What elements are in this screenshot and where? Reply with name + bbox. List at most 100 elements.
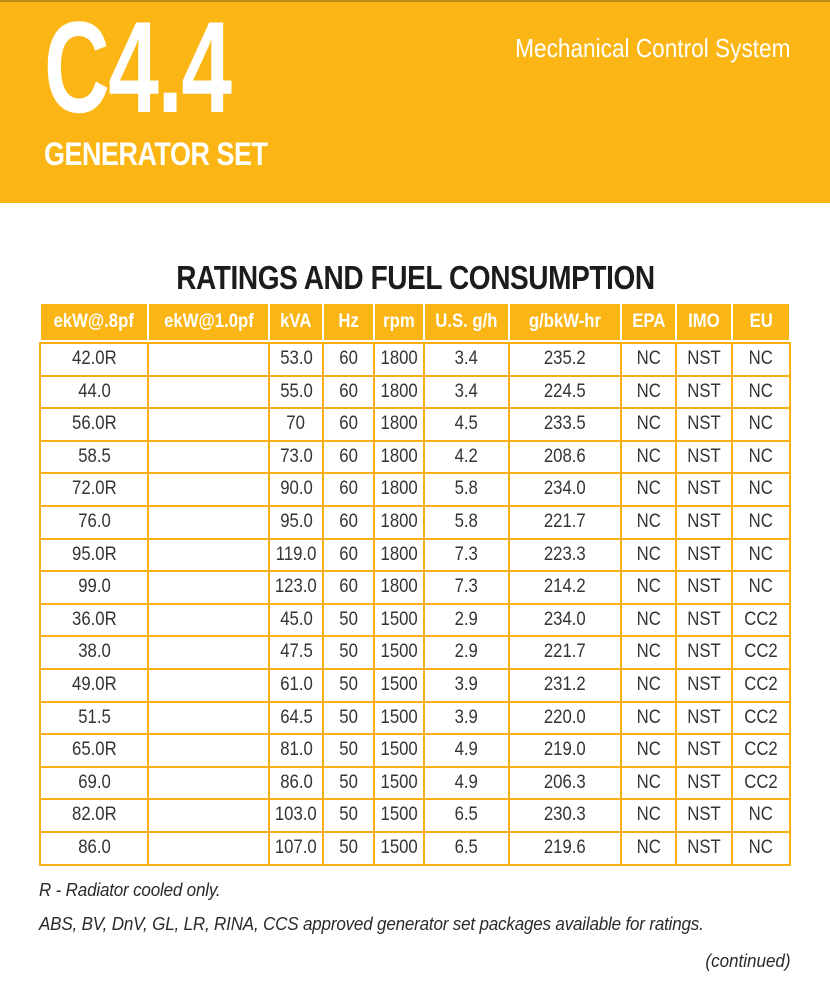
cell-r15-ekw-1-0pf (149, 800, 268, 831)
cell-r8-eu: NC (733, 572, 789, 603)
cell-r6-epa: NC (622, 506, 675, 538)
cell-r3-u-s-g-h: 4.5 (425, 409, 508, 440)
cell-r10-epa: NC (622, 637, 675, 668)
cell-r13-hz: 50 (324, 735, 373, 766)
cell-r3-ekw-8pf: 56.0R (41, 409, 147, 440)
cell-r9-g-bkw-hr: 234.0 (510, 604, 620, 636)
cell-r2-rpm: 1800 (375, 376, 423, 408)
cell-r4-ekw-8pf: 58.5 (41, 441, 147, 473)
col-header-ekw-1-0pf: ekW@1.0pf (149, 304, 268, 340)
cell-r14-kva: 86.0 (270, 767, 322, 799)
cell-r12-imo: NST (677, 702, 731, 734)
cell-r8-rpm: 1800 (375, 572, 423, 603)
cell-r14-rpm: 1500 (375, 767, 423, 799)
cell-r6-rpm: 1800 (375, 506, 423, 538)
cell-r14-g-bkw-hr: 206.3 (510, 767, 620, 799)
cell-r4-hz: 60 (324, 441, 373, 473)
cell-r6-kva: 95.0 (270, 506, 322, 538)
cell-r9-u-s-g-h: 2.9 (425, 604, 508, 636)
cell-r8-ekw-1-0pf (149, 572, 268, 603)
cell-r8-g-bkw-hr: 214.2 (510, 572, 620, 603)
cell-r10-eu: CC2 (733, 637, 789, 668)
col-header-hz: Hz (324, 304, 373, 340)
cell-r6-hz: 60 (324, 506, 373, 538)
cell-r4-g-bkw-hr: 208.6 (510, 441, 620, 473)
cell-r7-ekw-1-0pf (149, 539, 268, 571)
cell-r4-u-s-g-h: 4.2 (425, 441, 508, 473)
cell-r5-kva: 90.0 (270, 474, 322, 505)
cell-r14-u-s-g-h: 4.9 (425, 767, 508, 799)
footnote-approvals-text: ABS, BV, DnV, GL, LR, RINA, CCS approved… (39, 912, 704, 934)
cell-r15-kva: 103.0 (270, 800, 322, 831)
cell-r15-ekw-8pf: 82.0R (41, 800, 147, 831)
col-header-ekw-8pf: ekW@.8pf (41, 304, 147, 340)
cell-r7-ekw-8pf: 95.0R (41, 539, 147, 571)
continued-label-text: (continued) (705, 949, 791, 971)
cell-r13-ekw-8pf: 65.0R (41, 735, 147, 766)
cell-r16-hz: 50 (324, 832, 373, 864)
cell-r5-ekw-8pf: 72.0R (41, 474, 147, 505)
cell-r10-g-bkw-hr: 221.7 (510, 637, 620, 668)
col-header-kva: kVA (270, 304, 322, 340)
cell-r11-imo: NST (677, 669, 731, 701)
cell-r9-ekw-1-0pf (149, 604, 268, 636)
cell-r14-epa: NC (622, 767, 675, 799)
cell-r5-u-s-g-h: 5.8 (425, 474, 508, 505)
cell-r7-hz: 60 (324, 539, 373, 571)
cell-r6-ekw-1-0pf (149, 506, 268, 538)
cell-r4-epa: NC (622, 441, 675, 473)
cell-r10-imo: NST (677, 637, 731, 668)
cell-r13-epa: NC (622, 735, 675, 766)
cell-r7-g-bkw-hr: 223.3 (510, 539, 620, 571)
cell-r3-imo: NST (677, 409, 731, 440)
cell-r16-eu: NC (733, 832, 789, 864)
cell-r1-g-bkw-hr: 235.2 (510, 344, 620, 375)
cell-r14-ekw-1-0pf (149, 767, 268, 799)
cell-r12-rpm: 1500 (375, 702, 423, 734)
cell-r4-imo: NST (677, 441, 731, 473)
cell-r6-eu: NC (733, 506, 789, 538)
cell-r11-kva: 61.0 (270, 669, 322, 701)
cell-r2-u-s-g-h: 3.4 (425, 376, 508, 408)
cell-r3-ekw-1-0pf (149, 409, 268, 440)
section-title-text: RATINGS AND FUEL CONSUMPTION (175, 259, 655, 296)
cell-r6-g-bkw-hr: 221.7 (510, 506, 620, 538)
cell-r11-ekw-1-0pf (149, 669, 268, 701)
cell-r9-rpm: 1500 (375, 604, 423, 636)
cell-r3-g-bkw-hr: 233.5 (510, 409, 620, 440)
cell-r10-ekw-1-0pf (149, 637, 268, 668)
cell-r2-kva: 55.0 (270, 376, 322, 408)
cell-r15-eu: NC (733, 800, 789, 831)
section-title: RATINGS AND FUEL CONSUMPTION (39, 259, 791, 296)
cell-r2-ekw-8pf: 44.0 (41, 376, 147, 408)
cell-r16-imo: NST (677, 832, 731, 864)
cell-r16-g-bkw-hr: 219.6 (510, 832, 620, 864)
col-header-epa: EPA (622, 304, 675, 340)
cell-r8-ekw-8pf: 99.0 (41, 572, 147, 603)
cell-r8-u-s-g-h: 7.3 (425, 572, 508, 603)
cell-r13-rpm: 1500 (375, 735, 423, 766)
product-type-label: GENERATOR SET (44, 136, 268, 172)
cell-r4-kva: 73.0 (270, 441, 322, 473)
ratings-table-header-row: ekW@.8pf ekW@1.0pf kVA Hz rpm U.S. g/h g/bkW-h… (39, 304, 791, 340)
cell-r7-kva: 119.0 (270, 539, 322, 571)
cell-r7-epa: NC (622, 539, 675, 571)
cell-r13-eu: CC2 (733, 735, 789, 766)
cell-r3-eu: NC (733, 409, 789, 440)
col-header-u-s-g-h: U.S. g/h (425, 304, 508, 340)
cell-r13-imo: NST (677, 735, 731, 766)
cell-r15-hz: 50 (324, 800, 373, 831)
cell-r8-epa: NC (622, 572, 675, 603)
cell-r12-u-s-g-h: 3.9 (425, 702, 508, 734)
ratings-table-body: 42.0R 53.0 60 1800 3.4 235.2 NC NST NC 44.0 55.0 60… (39, 342, 791, 866)
cell-r9-hz: 50 (324, 604, 373, 636)
cell-r5-hz: 60 (324, 474, 373, 505)
header-banner: C4.4 GENERATOR SET Mechanical Control Sy… (0, 0, 830, 203)
cell-r1-hz: 60 (324, 344, 373, 375)
cell-r5-imo: NST (677, 474, 731, 505)
cell-r9-ekw-8pf: 36.0R (41, 604, 147, 636)
cell-r13-u-s-g-h: 4.9 (425, 735, 508, 766)
cell-r5-rpm: 1800 (375, 474, 423, 505)
cell-r4-eu: NC (733, 441, 789, 473)
